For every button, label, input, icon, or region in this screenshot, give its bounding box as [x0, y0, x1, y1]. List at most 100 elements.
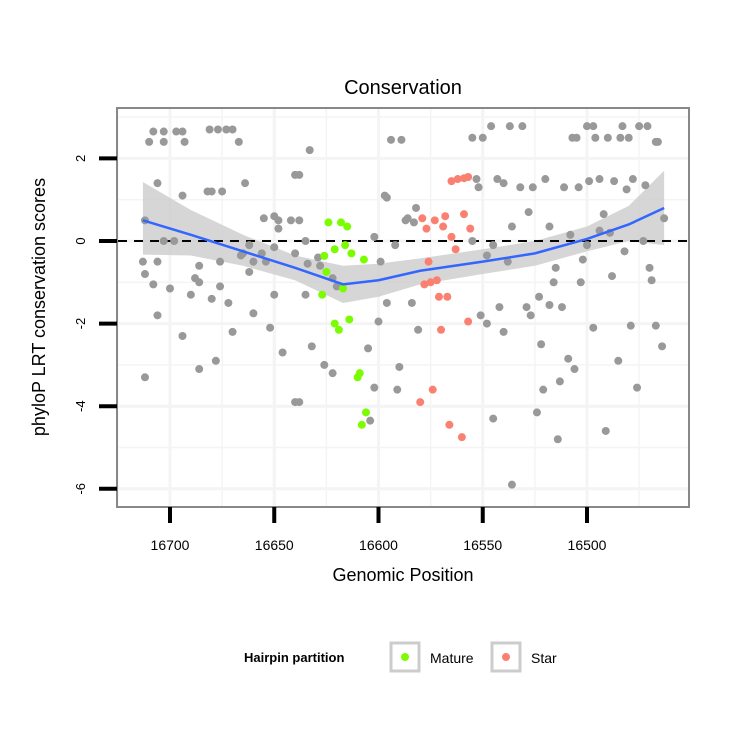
point-mature — [339, 284, 348, 293]
point-other — [159, 237, 168, 245]
point-other — [274, 224, 283, 233]
point-mature — [345, 315, 354, 324]
point-other — [205, 125, 214, 134]
confidence-band — [142, 170, 665, 303]
point-other — [391, 241, 400, 250]
point-other — [228, 327, 237, 336]
point-star — [447, 232, 456, 241]
x-tick-label: 16700 — [151, 537, 190, 553]
point-other — [395, 362, 404, 371]
point-other — [576, 278, 585, 287]
point-other — [320, 360, 329, 369]
point-mature — [361, 408, 370, 417]
point-other — [599, 210, 608, 219]
x-axis-label: Genomic Position — [332, 565, 473, 585]
point-other — [228, 125, 237, 134]
point-other — [414, 325, 423, 334]
point-other — [570, 365, 579, 374]
point-mature — [330, 319, 339, 328]
point-other — [628, 175, 637, 184]
point-star — [453, 175, 462, 184]
point-other — [245, 267, 254, 276]
point-star — [426, 278, 435, 287]
legend-marker-mature — [401, 653, 409, 661]
y-tick-label: -6 — [73, 483, 88, 495]
point-other — [140, 373, 149, 382]
point-other — [153, 257, 162, 266]
point-star — [466, 224, 475, 233]
x-tick-label: 16550 — [463, 537, 502, 553]
point-other — [487, 122, 496, 131]
point-mature — [318, 290, 327, 299]
point-other — [526, 311, 535, 320]
point-other — [153, 179, 162, 188]
point-star — [432, 276, 441, 285]
point-mature — [341, 241, 350, 250]
point-mature — [320, 251, 329, 260]
point-other — [616, 133, 625, 142]
point-other — [601, 426, 610, 435]
x-tick-label: 16600 — [359, 537, 398, 553]
point-other — [387, 135, 396, 144]
y-tick-label: 0 — [73, 237, 88, 244]
point-other — [589, 323, 598, 332]
point-other — [301, 237, 310, 245]
point-star — [424, 257, 433, 266]
point-other — [291, 249, 300, 258]
point-star — [439, 222, 448, 231]
point-other — [651, 321, 660, 330]
point-other — [191, 274, 200, 283]
point-other — [583, 122, 591, 131]
smooth-line — [142, 206, 665, 286]
legend-marker-star — [502, 653, 510, 661]
point-other — [647, 276, 656, 285]
point-other — [213, 125, 222, 134]
point-star — [422, 224, 431, 233]
point-other — [622, 185, 631, 194]
point-mature — [347, 249, 356, 258]
point-other — [159, 127, 168, 136]
point-other — [643, 122, 652, 131]
point-other — [528, 183, 537, 192]
point-star — [459, 210, 468, 219]
point-other — [397, 135, 406, 144]
point-other — [172, 127, 181, 136]
point-mature — [322, 267, 331, 276]
point-other — [633, 383, 642, 392]
point-other — [178, 331, 187, 340]
point-other — [270, 290, 279, 299]
point-other — [639, 237, 648, 245]
point-mature — [324, 218, 333, 227]
point-other — [516, 183, 525, 192]
point-other — [218, 187, 227, 196]
point-other — [234, 137, 243, 146]
point-other — [549, 278, 558, 287]
point-other — [618, 122, 627, 131]
point-other — [635, 122, 644, 131]
point-star — [430, 216, 439, 225]
point-other — [507, 222, 516, 231]
point-other — [564, 354, 573, 363]
point-star — [445, 420, 454, 429]
point-other — [478, 133, 487, 142]
point-other — [159, 137, 168, 146]
point-other — [370, 232, 379, 241]
point-mature — [336, 218, 345, 227]
point-other — [149, 127, 158, 136]
point-mature — [357, 420, 366, 429]
point-other — [578, 255, 587, 264]
point-other — [489, 414, 498, 423]
point-star — [443, 292, 452, 301]
point-other — [259, 214, 268, 223]
point-other — [518, 122, 527, 131]
point-mature — [343, 222, 352, 231]
point-other — [286, 216, 295, 225]
point-other — [178, 191, 187, 200]
point-other — [532, 408, 541, 417]
point-other — [560, 183, 569, 192]
point-other — [149, 280, 158, 289]
point-other — [407, 298, 416, 307]
point-star — [418, 214, 427, 223]
point-other — [566, 230, 575, 239]
point-other — [641, 181, 650, 190]
